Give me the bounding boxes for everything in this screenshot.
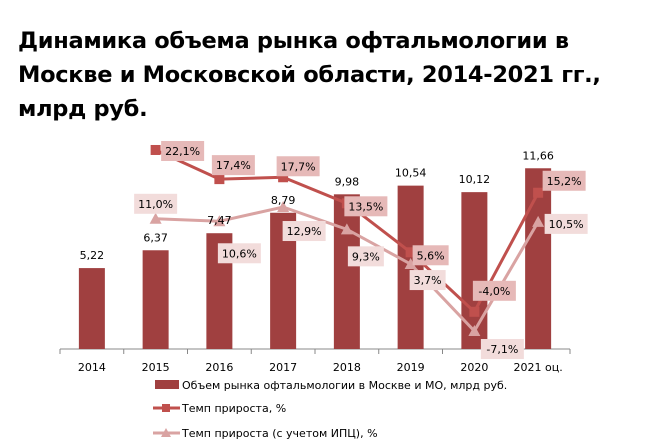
bar bbox=[333, 194, 360, 349]
line-data-label-box bbox=[134, 193, 178, 214]
line-data-label: 11,0% bbox=[138, 198, 173, 211]
line-data-label: 9,3% bbox=[352, 250, 380, 263]
x-tick-label: 2017 bbox=[269, 361, 297, 374]
line-data-label-box bbox=[480, 339, 524, 360]
line-data-label: 22,1% bbox=[165, 145, 200, 158]
bar-data-label: 10,54 bbox=[395, 167, 427, 180]
legend-label: Темп прироста (с учетом ИПЦ), % bbox=[181, 427, 378, 440]
bar bbox=[525, 168, 552, 349]
x-tick-label: 2019 bbox=[397, 361, 425, 374]
line-data-label-box bbox=[344, 196, 388, 217]
data-point-square bbox=[278, 172, 289, 183]
line-data-label: 5,6% bbox=[417, 249, 445, 262]
legend-label: Темп прироста, % bbox=[181, 402, 286, 415]
line-data-label: 12,9% bbox=[287, 225, 322, 238]
bar-data-label: 11,66 bbox=[522, 149, 554, 162]
line-data-label: 10,6% bbox=[222, 247, 257, 260]
data-point-triangle bbox=[468, 325, 481, 337]
data-point-square bbox=[469, 306, 480, 317]
line-data-label-box bbox=[161, 140, 205, 161]
line-data-label-box bbox=[542, 170, 586, 191]
line-data-label-box bbox=[282, 221, 326, 242]
line-data-label-box bbox=[544, 213, 588, 234]
bar-data-label: 7,47 bbox=[207, 214, 232, 227]
line-data-label: 10,5% bbox=[549, 218, 584, 231]
bar-data-label: 6,37 bbox=[143, 231, 168, 244]
line-data-label: -4,0% bbox=[478, 285, 510, 298]
line-data-label-box bbox=[276, 156, 320, 177]
x-tick-label: 2015 bbox=[142, 361, 170, 374]
x-tick-label: 2014 bbox=[78, 361, 106, 374]
bar-data-label: 5,22 bbox=[80, 249, 105, 262]
line-data-label: 17,7% bbox=[281, 160, 316, 173]
data-point-triangle bbox=[213, 215, 226, 227]
data-point-square bbox=[214, 174, 225, 185]
x-tick-label: 2020 bbox=[460, 361, 488, 374]
line-data-label-box bbox=[412, 245, 449, 266]
data-point-square bbox=[405, 247, 416, 258]
x-tick-label: 2016 bbox=[205, 361, 233, 374]
x-tick-label: 2018 bbox=[333, 361, 361, 374]
bar bbox=[142, 250, 169, 349]
data-point-triangle bbox=[404, 258, 417, 270]
legend-bar-swatch bbox=[155, 380, 179, 389]
line-data-label-box bbox=[217, 243, 261, 264]
line-data-label-box bbox=[472, 280, 516, 301]
line-data-label: 15,2% bbox=[547, 175, 582, 188]
legend-label: Объем рынка офтальмологии в Москве и МО,… bbox=[182, 379, 507, 392]
line-data-label: -7,1% bbox=[486, 343, 518, 356]
legend-square-marker bbox=[162, 404, 170, 412]
bar-data-label: 9,98 bbox=[335, 175, 360, 188]
data-point-square bbox=[150, 144, 161, 155]
data-point-triangle bbox=[277, 201, 290, 213]
line-data-label: 13,5% bbox=[348, 200, 383, 213]
data-point-triangle bbox=[149, 212, 162, 224]
chart-title: Динамика объема рынка офтальмологии в Мо… bbox=[18, 28, 601, 122]
x-tick-label: 2021 оц. bbox=[514, 361, 563, 374]
line-data-label: 17,4% bbox=[216, 159, 251, 172]
bar-data-label: 8,79 bbox=[271, 194, 296, 207]
line-data-label-box bbox=[347, 246, 384, 267]
data-point-triangle bbox=[532, 215, 545, 227]
bar-data-label: 10,12 bbox=[459, 173, 491, 186]
data-point-square bbox=[533, 187, 544, 198]
line-data-label: 3,7% bbox=[414, 274, 442, 287]
line-data-label-box bbox=[211, 155, 255, 176]
legend-triangle-marker bbox=[161, 428, 171, 437]
bar bbox=[78, 268, 105, 349]
data-point-triangle bbox=[340, 223, 353, 235]
line-data-label-box bbox=[409, 270, 446, 291]
